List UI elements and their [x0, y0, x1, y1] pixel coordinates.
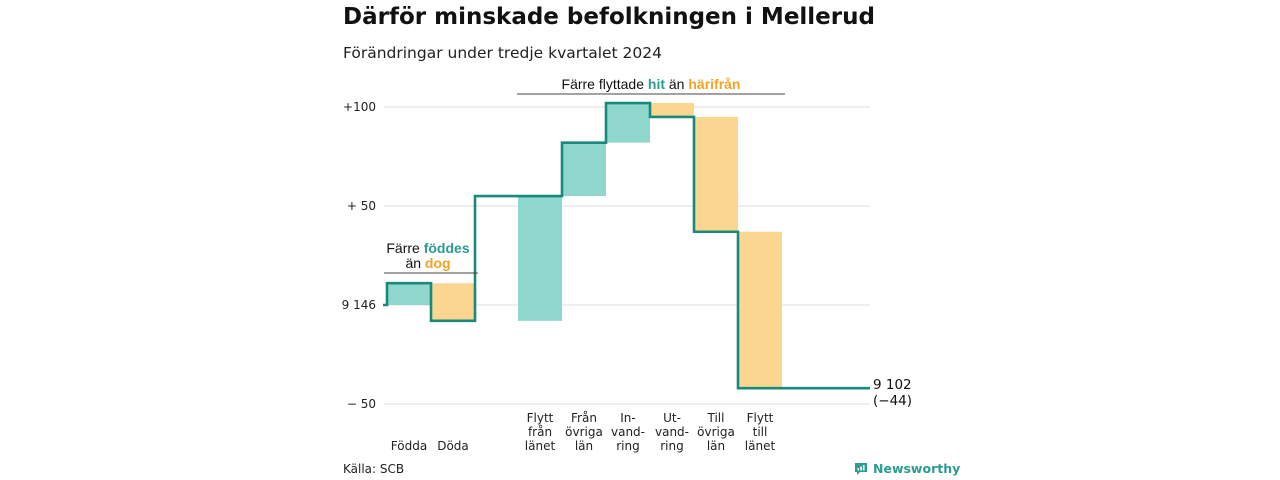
category-label: In- — [620, 411, 635, 425]
bar-födda — [387, 283, 431, 305]
migration-annotation-text: Färre flyttade hit än härifrån — [562, 76, 741, 92]
category-label: länet — [745, 439, 776, 453]
category-label: övriga — [565, 425, 603, 439]
category-label: Födda — [391, 439, 427, 453]
bar-döda — [431, 283, 475, 321]
end-value-label: 9 102 — [873, 377, 912, 393]
bar-flytttilllänet — [738, 231, 782, 389]
category-label: Döda — [437, 439, 469, 453]
chart-bubble-icon — [855, 462, 867, 475]
category-label: från — [528, 425, 552, 439]
migration-annotation: Färre flyttade hit än härifrån — [517, 76, 785, 95]
category-label: län — [707, 439, 725, 453]
category-label: Till — [707, 411, 725, 425]
category-label: Flytt — [527, 411, 554, 425]
category-label: ring — [660, 439, 684, 453]
y-tick-label: + 50 — [347, 199, 376, 213]
category-label: Ut- — [663, 411, 681, 425]
bar-frånövrigalän — [562, 142, 606, 197]
category-label: till — [753, 425, 768, 439]
y-axis-ticks: +100 + 50 9 146 − 50 — [342, 100, 376, 411]
bars — [387, 103, 782, 389]
chart-title: Därför minskade befolkningen i Mellerud — [343, 4, 875, 30]
births-annotation-line1: Färre föddes — [386, 240, 469, 256]
bar-flyttfrånlänet — [518, 196, 562, 321]
category-label: vand- — [655, 425, 689, 439]
bar-tillövrigalän — [694, 116, 738, 232]
category-labels: Födda DödaFlyttfrånlänetFrånövrigalänIn-v… — [391, 411, 776, 453]
chart-subtitle: Förändringar under tredje kvartalet 2024 — [343, 44, 662, 62]
y-tick-label: − 50 — [347, 397, 376, 411]
births-annotation: Färre föddes än dog — [384, 240, 478, 274]
end-change-label: (−44) — [873, 393, 912, 409]
category-label: län — [575, 439, 593, 453]
category-label: Från — [571, 411, 597, 425]
brand-logo[interactable]: Newsworthy — [854, 461, 960, 476]
running-total-line — [383, 101, 870, 390]
bar-invandring — [606, 103, 650, 143]
brand-name: Newsworthy — [873, 461, 961, 476]
bar-utvandring — [650, 103, 694, 117]
category-label: Flytt — [747, 411, 774, 425]
source-note: Källa: SCB — [343, 462, 405, 476]
y-tick-label: +100 — [343, 100, 376, 114]
births-annotation-line2: än dog — [405, 255, 450, 271]
category-label: övriga — [697, 425, 735, 439]
category-label: ring — [616, 439, 640, 453]
category-label: vand- — [611, 425, 645, 439]
category-label: länet — [525, 439, 556, 453]
y-tick-label: 9 146 — [342, 298, 376, 312]
